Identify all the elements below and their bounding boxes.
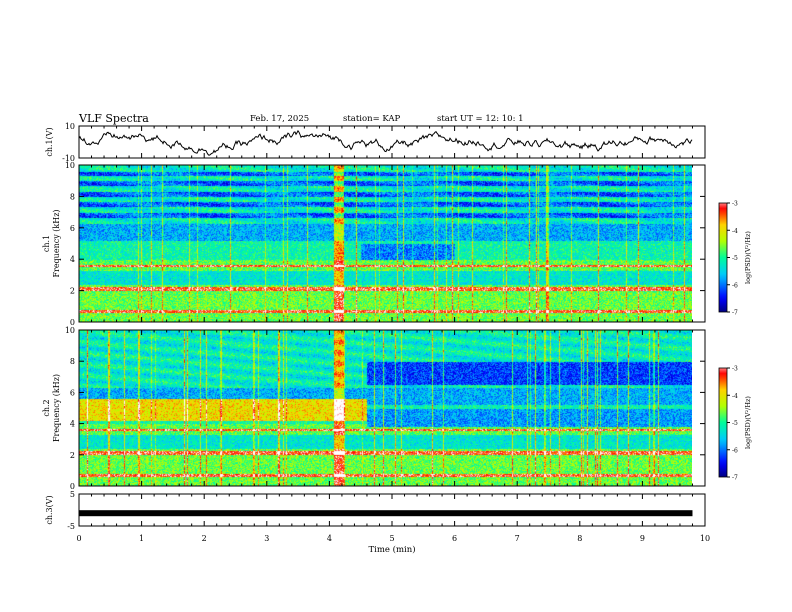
colorbar-label: log(PSD)(V²/Hz) [744, 396, 752, 449]
ch3-voltage-trace [79, 510, 693, 517]
x-tick-label: 0 [76, 534, 81, 543]
colorbar-tick-label: -4 [732, 393, 738, 400]
y-tick-label: 4 [70, 420, 75, 429]
y-tick-label: 5 [70, 490, 75, 499]
colorbar-1 [718, 202, 728, 313]
colorbar-tick-label: -7 [732, 475, 738, 482]
station-label: station= KAP [343, 114, 401, 124]
colorbar-tick-label: -3 [732, 201, 738, 208]
colorbar-tick-label: -7 [732, 310, 738, 317]
y-tick-label: 4 [70, 255, 75, 264]
chart-title: VLF Spectra [79, 112, 149, 125]
y-tick-label: 2 [70, 287, 75, 296]
ch3-voltage-ylabel: ch.3(V) [45, 495, 54, 524]
x-tick-label: 7 [515, 534, 520, 543]
y-tick-label: 10 [65, 161, 75, 170]
x-tick-label: 3 [264, 534, 269, 543]
ch1-spectrogram-ylabel: Frequency (kHz) [52, 209, 61, 277]
colorbar-tick-label: -6 [732, 447, 738, 454]
x-tick-label: 2 [202, 534, 207, 543]
x-tick-label: 6 [452, 534, 457, 543]
ch2-spectrogram-ylabel: Frequency (kHz) [52, 374, 61, 442]
x-tick-label: 5 [389, 534, 394, 543]
colorbar-tick-label: -5 [732, 420, 738, 427]
x-tick-label: 8 [577, 534, 582, 543]
y-tick-label: 10 [65, 326, 75, 335]
x-tick-label: 1 [139, 534, 144, 543]
x-axis-label: Time (min) [368, 544, 415, 555]
colorbar-label: log(PSD)(V²/Hz) [744, 231, 752, 284]
y-tick-label: 6 [70, 388, 75, 397]
colorbar-tick-label: -6 [732, 282, 738, 289]
y-tick-label: 2 [70, 451, 75, 460]
ch1-voltage-ylabel: ch.1(V) [45, 127, 54, 156]
y-tick-label: 8 [70, 192, 75, 201]
ch1-spectrogram-channel-label: ch.1 [42, 235, 51, 252]
y-tick-label: 0 [70, 318, 75, 327]
y-tick-label: 0 [70, 482, 75, 491]
colorbar-tick-label: -4 [732, 228, 738, 235]
x-tick-label: 10 [700, 534, 710, 543]
y-tick-label: 8 [70, 357, 75, 366]
date-label: Feb. 17, 2025 [250, 114, 310, 124]
y-tick-label: 6 [70, 224, 75, 233]
y-tick-label: -10 [62, 154, 75, 163]
colorbar-2 [718, 367, 728, 478]
x-tick-label: 9 [640, 534, 645, 543]
ch2-spectrogram-image [79, 330, 692, 486]
y-tick-label: -5 [67, 522, 75, 531]
x-tick-label: 4 [327, 534, 332, 543]
colorbar-tick-label: -3 [732, 366, 738, 373]
ch1-voltage-trace [78, 129, 693, 156]
y-tick-label: 10 [65, 122, 75, 131]
start-time-label: start UT = 12: 10: 1 [437, 114, 524, 124]
colorbar-tick-label: -5 [732, 255, 738, 262]
ch1-spectrogram-image [79, 165, 692, 322]
ch2-spectrogram-channel-label: ch.2 [42, 399, 51, 416]
